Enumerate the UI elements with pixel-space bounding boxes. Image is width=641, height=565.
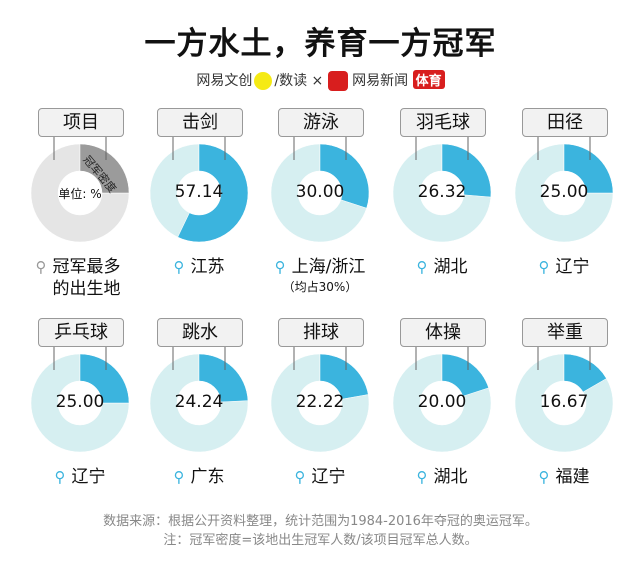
netease-news-logo-icon — [327, 71, 348, 91]
location: ⚲ 冠军最多的出生地 — [15, 256, 145, 300]
donut-rest-slice — [514, 143, 614, 243]
location-note: （均占30%） — [282, 280, 358, 294]
location: ⚲ 湖北 — [377, 256, 507, 278]
location-pin-icon: ⚲ — [416, 468, 428, 486]
donut-value-slice — [441, 353, 489, 397]
donut-panel: 田径 25.00 ⚲ 辽宁 — [504, 108, 624, 308]
location-name: 江苏 — [190, 257, 225, 277]
location-pin-icon: ⚲ — [416, 258, 428, 276]
brand-sports: 体育 — [412, 70, 445, 89]
donut-panel: 举重 16.67 ⚲ 福建 — [504, 318, 624, 518]
location: ⚲ 上海/浙江 （均占30%） — [255, 256, 385, 296]
sport-label: 击剑 — [157, 108, 243, 137]
location: ⚲ 辽宁 — [15, 466, 145, 488]
donut-panel: 游泳 30.00 ⚲ 上海/浙江 （均占30%） — [260, 108, 380, 308]
donut-rest-slice — [30, 143, 130, 243]
donut-value-slice — [319, 143, 370, 209]
sport-label: 项目 — [38, 108, 124, 137]
location-name: 湖北 — [433, 467, 468, 487]
value-label: 22.22 — [295, 392, 345, 412]
donut-rest-slice — [392, 143, 492, 243]
sport-label: 体操 — [400, 318, 486, 347]
unit-label: 单位: % — [58, 187, 102, 201]
value-label: 24.24 — [174, 392, 224, 412]
donut-panel: 击剑 57.14 ⚲ 江苏 — [139, 108, 259, 308]
donut-panel: 排球 22.22 ⚲ 辽宁 — [260, 318, 380, 518]
brand-bar: 网易文创/数读 × 网易新闻 体育 — [0, 70, 641, 91]
source-note: 数据来源：根据公开资料整理，统计范围为1984-2016年夺冠的奥运冠军。 — [103, 514, 538, 529]
sport-label: 羽毛球 — [400, 108, 486, 137]
location-name: 湖北 — [433, 257, 468, 277]
donut-panel: 跳水 24.24 ⚲ 广东 — [139, 318, 259, 518]
brand-netease-wenchuang: 网易文创 — [196, 73, 253, 89]
value-label: 25.00 — [55, 392, 105, 412]
location-pin-icon: ⚲ — [173, 468, 185, 486]
donut-rest-slice — [270, 143, 367, 243]
donut-rest-slice — [270, 353, 370, 453]
sport-label: 举重 — [522, 318, 608, 347]
location-pin-icon: ⚲ — [274, 258, 286, 276]
location: ⚲ 江苏 — [134, 256, 264, 278]
location-name: 冠军最多的出生地 — [52, 257, 121, 299]
donut-rest-slice — [30, 353, 130, 453]
donut-chart — [392, 334, 492, 453]
location-name: 福建 — [555, 467, 590, 487]
sport-label: 排球 — [278, 318, 364, 347]
value-label: 57.14 — [174, 182, 224, 202]
donut-value-slice — [319, 353, 369, 400]
donut-rest-slice — [149, 143, 200, 238]
location-name: 辽宁 — [311, 467, 346, 487]
location-name: 辽宁 — [71, 467, 106, 487]
donut-chart — [30, 334, 130, 453]
donut-value-slice — [563, 143, 614, 194]
value-label: 30.00 — [295, 182, 345, 202]
legend-panel: 项目 单位: % 冠军密度 ⚲ 冠军最多的出生地 — [20, 108, 140, 308]
location-pin-icon: ⚲ — [173, 258, 185, 276]
location-name: 上海/浙江 — [291, 257, 366, 277]
sport-label: 乒乓球 — [38, 318, 124, 347]
sport-label: 田径 — [522, 108, 608, 137]
location-pin-icon: ⚲ — [294, 468, 306, 486]
netease-logo-icon — [254, 72, 273, 90]
donut-value-slice — [563, 353, 607, 393]
value-label: 20.00 — [417, 392, 467, 412]
location-name: 广东 — [190, 467, 225, 487]
donut-chart — [149, 124, 249, 243]
donut-value-slice — [198, 353, 249, 403]
donut-rest-slice — [392, 353, 492, 453]
location: ⚲ 湖北 — [377, 466, 507, 488]
location-pin-icon: ⚲ — [35, 258, 47, 276]
donut-panel: 乒乓球 25.00 ⚲ 辽宁 — [20, 318, 140, 518]
location-pin-icon: ⚲ — [538, 468, 550, 486]
location-name: 辽宁 — [555, 257, 590, 277]
value-label: 25.00 — [539, 182, 589, 202]
brand-netease-news: 网易新闻 — [352, 73, 409, 89]
formula-note: 注：冠军密度=该地出生冠军人数/该项目冠军总人数。 — [163, 533, 478, 548]
donut-value-slice — [79, 143, 130, 194]
donut-rest-slice — [514, 353, 614, 453]
donut-value-slice — [177, 143, 249, 243]
donut-panel: 羽毛球 26.32 ⚲ 湖北 — [382, 108, 502, 308]
donut-rest-slice — [149, 353, 249, 453]
sport-label: 游泳 — [278, 108, 364, 137]
location: ⚲ 辽宁 — [499, 256, 629, 278]
donut-value-slice — [79, 353, 130, 404]
location: ⚲ 福建 — [499, 466, 629, 488]
donut-chart — [270, 124, 370, 243]
value-label: 16.67 — [539, 392, 589, 412]
donut-value-slice — [441, 143, 492, 198]
brand-shudu: 数读 — [279, 73, 308, 89]
location: ⚲ 广东 — [134, 466, 264, 488]
donut-panel: 体操 20.00 ⚲ 湖北 — [382, 318, 502, 518]
location: ⚲ 辽宁 — [255, 466, 385, 488]
page-title: 一方水土，养育一方冠军 — [144, 26, 497, 62]
value-label: 26.32 — [417, 182, 467, 202]
location-pin-icon: ⚲ — [538, 258, 550, 276]
location-pin-icon: ⚲ — [54, 468, 66, 486]
sport-label: 跳水 — [157, 318, 243, 347]
brand-times: × — [311, 73, 324, 89]
